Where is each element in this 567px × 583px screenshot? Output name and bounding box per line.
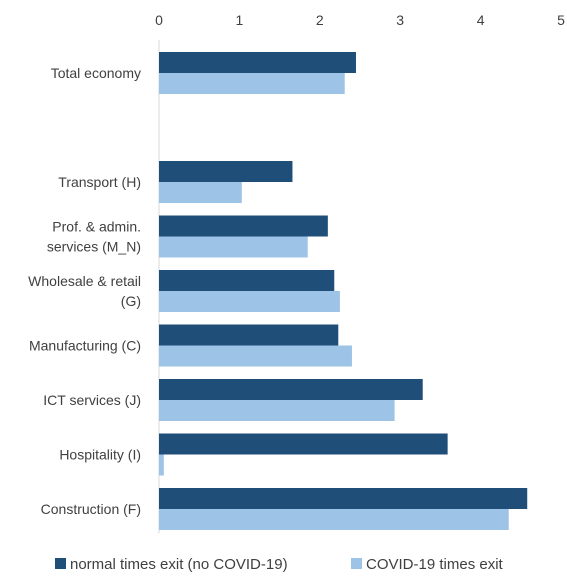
bar-normal-times xyxy=(159,324,339,346)
category-label: Total economy xyxy=(51,65,141,81)
category-label: ICT services (J) xyxy=(43,392,141,408)
bar-covid-times xyxy=(159,454,164,476)
x-tick-label: 1 xyxy=(236,12,244,28)
bar-normal-times xyxy=(159,270,335,291)
legend-swatch xyxy=(55,558,66,569)
bar-covid-times xyxy=(159,345,352,367)
x-tick-label: 2 xyxy=(316,12,324,28)
bar-normal-times xyxy=(159,433,448,455)
x-tick-label: 3 xyxy=(396,12,404,28)
category-label: Wholesale & retail xyxy=(28,273,141,289)
bar-covid-times xyxy=(159,400,395,421)
bar-covid-times xyxy=(159,73,345,94)
x-tick-label: 5 xyxy=(557,12,565,28)
x-tick-label: 0 xyxy=(155,12,163,28)
category-label: Prof. & admin. xyxy=(52,219,141,235)
bar-covid-times xyxy=(159,182,242,203)
bar-normal-times xyxy=(159,488,528,509)
legend-label: COVID-19 times exit xyxy=(366,556,504,573)
bar-covid-times xyxy=(159,236,308,258)
category-label: services (M_N) xyxy=(47,239,141,255)
category-label: Manufacturing (C) xyxy=(29,338,141,354)
legend-swatch xyxy=(351,558,362,569)
category-label: (G) xyxy=(121,293,141,309)
category-label: Hospitality (I) xyxy=(59,447,141,463)
bar-normal-times xyxy=(159,379,423,400)
bar-covid-times xyxy=(159,509,509,530)
legend-label: normal times exit (no COVID-19) xyxy=(70,556,288,573)
bar-normal-times xyxy=(159,161,293,182)
x-tick-label: 4 xyxy=(477,12,485,28)
bar-normal-times xyxy=(159,215,328,237)
category-label: Transport (H) xyxy=(58,174,141,190)
bar-normal-times xyxy=(159,52,356,73)
category-label: Construction (F) xyxy=(41,501,141,517)
bar-covid-times xyxy=(159,291,340,312)
